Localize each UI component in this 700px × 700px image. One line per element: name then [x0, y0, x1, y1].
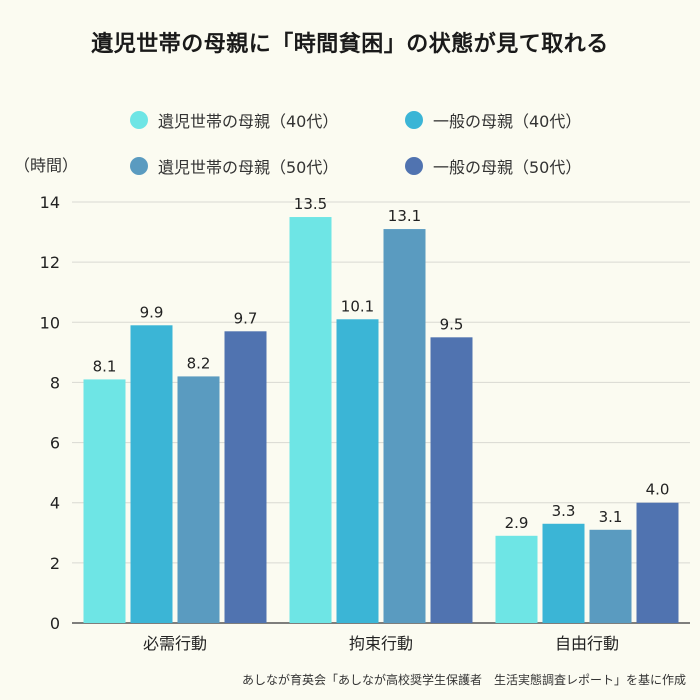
- y-axis-unit-label: （時間）: [14, 156, 79, 175]
- data-label-1-1: 10.1: [341, 297, 374, 315]
- legend-item-0: 遺児世帯の母親（40代）: [130, 108, 338, 132]
- data-label-1-2: 13.1: [388, 207, 421, 225]
- legend-swatch-1: [405, 111, 423, 129]
- legend-label-3: 一般の母親（50代）: [433, 158, 582, 177]
- legend-item-3: 一般の母親（50代）: [405, 154, 581, 178]
- x-tick-label-1: 拘束行動: [349, 634, 413, 653]
- y-tick-label-14: 14: [40, 193, 60, 212]
- x-tick-label-0: 必需行動: [143, 634, 207, 653]
- y-tick-label-10: 10: [40, 313, 60, 332]
- data-label-2-2: 3.1: [599, 508, 623, 526]
- data-label-2-0: 2.9: [505, 514, 529, 532]
- bar-2-1: [542, 523, 585, 623]
- bar-2-2: [589, 529, 632, 623]
- bar-2-3: [636, 502, 679, 623]
- legend-item-1: 一般の母親（40代）: [405, 108, 581, 132]
- data-label-0-0: 8.1: [93, 357, 117, 375]
- data-label-0-2: 8.2: [187, 354, 211, 372]
- bar-0-1: [130, 325, 173, 623]
- bar-2-0: [495, 535, 538, 623]
- bar-0-0: [83, 379, 126, 623]
- data-label-1-0: 13.5: [294, 195, 327, 213]
- x-tick-label-2: 自由行動: [555, 634, 619, 653]
- bar-0-2: [177, 376, 220, 623]
- source-note: あしなが育英会「あしなが高校奨学生保護者 生活実態調査レポート」を基に作成: [241, 673, 686, 687]
- bar-0-3: [224, 331, 267, 623]
- bar-1-2: [383, 229, 426, 624]
- legend-label-0: 遺児世帯の母親（40代）: [158, 112, 339, 131]
- legend-swatch-2: [130, 157, 148, 175]
- data-label-0-1: 9.9: [140, 303, 164, 321]
- data-label-1-3: 9.5: [440, 315, 464, 333]
- legend-label-2: 遺児世帯の母親（50代）: [158, 158, 339, 177]
- bar-1-1: [336, 319, 379, 623]
- y-tick-label-12: 12: [40, 253, 60, 272]
- y-tick-label-6: 6: [50, 434, 60, 453]
- y-tick-label-4: 4: [50, 494, 60, 513]
- legend-swatch-0: [130, 111, 148, 129]
- legend-label-1: 一般の母親（40代）: [433, 112, 582, 131]
- chart-title: 遺児世帯の母親に「時間貧困」の状態が見て取れる: [91, 32, 609, 57]
- y-tick-label-0: 0: [50, 614, 60, 633]
- legend-item-2: 遺児世帯の母親（50代）: [130, 154, 338, 178]
- legend-swatch-3: [405, 157, 423, 175]
- y-tick-label-2: 2: [50, 554, 60, 573]
- bar-1-0: [289, 217, 332, 624]
- data-label-0-3: 9.7: [234, 309, 258, 327]
- data-label-2-3: 4.0: [646, 481, 670, 499]
- y-tick-label-8: 8: [50, 373, 60, 392]
- data-label-2-1: 3.3: [552, 502, 576, 520]
- bar-1-3: [430, 337, 473, 623]
